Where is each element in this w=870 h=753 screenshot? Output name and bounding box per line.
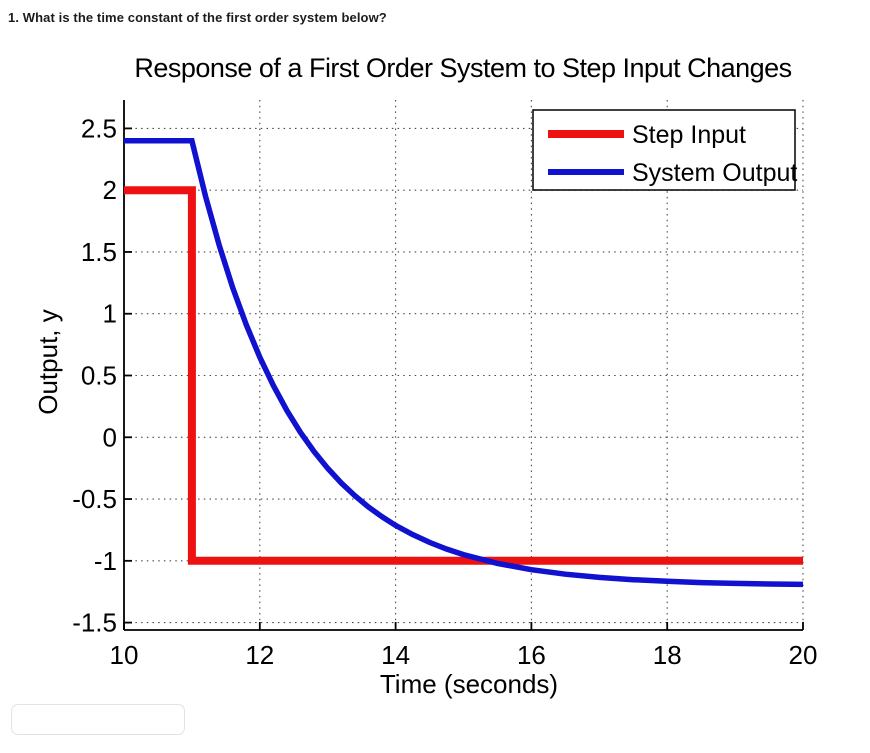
x-tick-label: 12 xyxy=(245,640,274,670)
plot-series xyxy=(124,138,804,588)
answer-input[interactable] xyxy=(11,704,185,735)
x-tick-label: 10 xyxy=(110,640,139,670)
y-tick-label: -1.5 xyxy=(72,608,117,638)
series-system-output xyxy=(124,138,804,588)
y-tick-label: 0.5 xyxy=(81,361,117,391)
x-tick-label: 18 xyxy=(653,640,682,670)
y-tick-label: 0 xyxy=(103,422,117,452)
x-tick-label: 20 xyxy=(789,640,818,670)
y-tick-label: -1 xyxy=(94,546,117,576)
x-tick-label: 16 xyxy=(517,640,546,670)
x-axis-label: Time (seconds) xyxy=(380,669,558,699)
y-tick-label: 2.5 xyxy=(81,113,117,143)
legend-box xyxy=(532,109,796,191)
y-tick-label: -0.5 xyxy=(72,484,117,514)
legend-label-step-input: Step Input xyxy=(632,121,746,149)
chart-title: Response of a First Order System to Step… xyxy=(134,53,791,83)
tick-labels: 10 12 14 16 18 20 2.5 2 1.5 1 0.5 0 -0.5 -1 -1.5 xyxy=(72,113,817,670)
y-tick-label: 1 xyxy=(103,299,117,329)
y-axis-label: Output, y xyxy=(33,309,63,415)
legend-label-system-output: System Output xyxy=(632,159,797,187)
x-tick-label: 14 xyxy=(381,640,410,670)
y-tick-label: 1.5 xyxy=(81,237,117,267)
question-text: 1. What is the time constant of the firs… xyxy=(8,10,387,25)
legend: Step Input System Output xyxy=(532,109,797,191)
y-tick-label: 2 xyxy=(103,175,117,205)
